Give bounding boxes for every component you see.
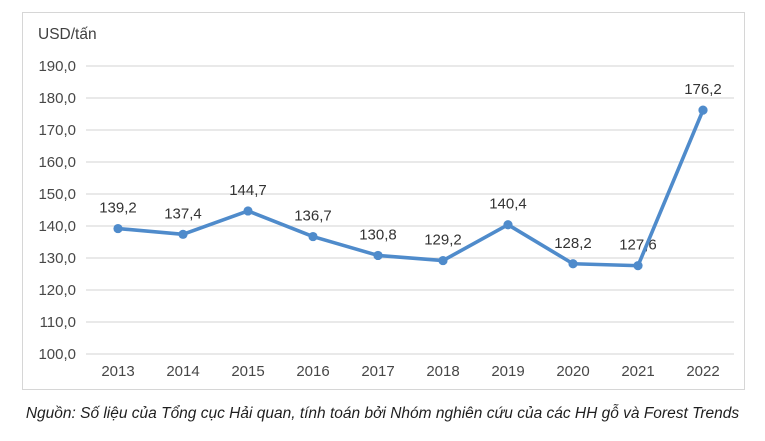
- data-point: [438, 255, 448, 266]
- y-tick-label: 130,0: [38, 250, 76, 267]
- y-tick-label: 160,0: [38, 154, 76, 171]
- x-tick-label: 2017: [361, 363, 394, 380]
- data-point: [308, 231, 318, 242]
- data-label: 136,7: [294, 208, 332, 225]
- chart-container: USD/tấn 190,0 180,0 170,0 160,0 150,0 140,0 13…: [22, 12, 745, 390]
- y-tick-label: 110,0: [40, 314, 76, 331]
- data-label: 140,4: [489, 196, 527, 213]
- y-tick-label: 120,0: [38, 282, 76, 299]
- x-tick-label: 2014: [166, 363, 199, 380]
- data-point: [113, 223, 123, 234]
- x-tick-label: 2021: [621, 363, 654, 380]
- data-point: [503, 220, 513, 230]
- data-label: 144,7: [229, 182, 267, 199]
- x-tick-label: 2019: [491, 363, 524, 380]
- y-tick-label: 150,0: [38, 186, 76, 203]
- x-tick-label: 2022: [686, 363, 719, 380]
- data-label: 176,2: [684, 81, 722, 98]
- data-point: [373, 250, 383, 261]
- y-tick-label: 100,0: [38, 346, 76, 363]
- y-tick-label: 190,0: [38, 58, 76, 75]
- data-label: 128,2: [554, 235, 592, 252]
- source-caption: Nguồn: Số liệu của Tổng cục Hải quan, tí…: [25, 405, 740, 422]
- x-tick-label: 2020: [556, 363, 589, 380]
- y-axis-unit-label: USD/tấn: [38, 26, 97, 43]
- data-point: [698, 105, 708, 115]
- y-tick-label: 170,0: [38, 122, 76, 139]
- data-point: [243, 206, 253, 216]
- data-label: 129,2: [424, 232, 462, 249]
- data-label: 127,6: [619, 237, 657, 254]
- data-point: [178, 229, 188, 239]
- data-label: 130,8: [359, 226, 397, 243]
- x-tick-label: 2013: [101, 363, 134, 380]
- data-point: [568, 259, 578, 269]
- x-tick-label: 2015: [231, 363, 264, 380]
- price-line: [116, 108, 705, 268]
- data-label: 137,4: [164, 205, 202, 222]
- y-tick-label: 180,0: [38, 90, 76, 107]
- data-label: 139,2: [99, 200, 137, 217]
- x-tick-label: 2016: [296, 363, 329, 380]
- data-point: [633, 261, 643, 271]
- y-tick-label: 140,0: [38, 218, 76, 235]
- x-tick-label: 2018: [426, 363, 459, 380]
- line-chart: 190,0 180,0 170,0 160,0 150,0 140,0 130,0 120,0…: [38, 58, 734, 380]
